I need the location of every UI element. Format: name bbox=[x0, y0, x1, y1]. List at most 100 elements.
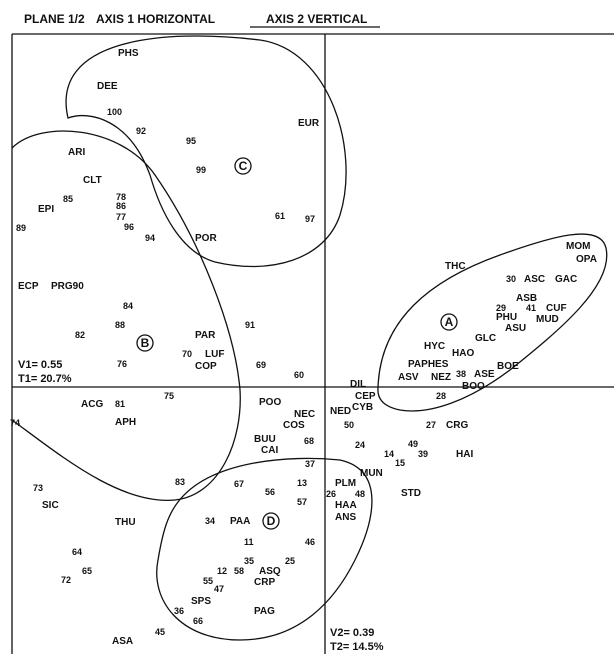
point-label: OPA bbox=[576, 254, 597, 265]
point-label: ASE bbox=[474, 369, 495, 380]
svg-text:A: A bbox=[445, 315, 454, 329]
point-label: ASQ bbox=[259, 566, 281, 577]
point-label: THC bbox=[445, 261, 466, 272]
point-label: CRP bbox=[254, 577, 275, 588]
point-label: DEE bbox=[97, 81, 118, 92]
point-label: 81 bbox=[115, 399, 125, 409]
point-label: ANS bbox=[335, 512, 356, 523]
point-label: 27 bbox=[426, 420, 436, 430]
point-label: PAG bbox=[254, 606, 275, 617]
point-label: 35 bbox=[244, 556, 254, 566]
point-label: 48 bbox=[355, 489, 365, 499]
plane-label: PLANE 1/2 bbox=[24, 12, 85, 26]
point-label: PAPHES bbox=[408, 359, 449, 370]
point-label: BOO bbox=[462, 381, 485, 392]
point-label: 49 bbox=[408, 439, 418, 449]
point-label: 77 bbox=[116, 212, 126, 222]
point-label: NEC bbox=[294, 409, 315, 420]
t1-stat: T1= 20.7% bbox=[18, 373, 72, 385]
svg-text:B: B bbox=[141, 336, 150, 350]
point-label: 75 bbox=[164, 391, 174, 401]
t2-stat: T2= 14.5% bbox=[330, 641, 384, 653]
point-label: 38 bbox=[456, 369, 466, 379]
point-label: 58 bbox=[234, 566, 244, 576]
point-label: 39 bbox=[418, 449, 428, 459]
point-label: BUU bbox=[254, 434, 276, 445]
point-label: 15 bbox=[395, 458, 405, 468]
point-label: 28 bbox=[436, 391, 446, 401]
point-label: PRG90 bbox=[51, 281, 84, 292]
group-d-outline bbox=[156, 457, 373, 641]
point-label: 56 bbox=[265, 487, 275, 497]
point-label: BOE bbox=[497, 361, 519, 372]
point-label: CEP bbox=[355, 391, 376, 402]
point-label: 100 bbox=[107, 107, 122, 117]
point-label: HAA bbox=[335, 500, 357, 511]
v1-stat: V1= 0.55 bbox=[18, 359, 62, 371]
point-label: NED bbox=[330, 406, 351, 417]
point-label: ASU bbox=[505, 323, 526, 334]
point-label: 11 bbox=[244, 537, 254, 547]
point-label: MOM bbox=[566, 241, 590, 252]
point-label: 66 bbox=[193, 616, 203, 626]
point-label: 29 bbox=[496, 303, 506, 313]
point-label: 82 bbox=[75, 330, 85, 340]
point-label: GLC bbox=[475, 333, 496, 344]
point-label: MUD bbox=[536, 314, 559, 325]
point-label: ACG bbox=[81, 399, 103, 410]
point-label: EUR bbox=[298, 118, 320, 129]
point-label: 26 bbox=[326, 489, 336, 499]
point-label: 69 bbox=[256, 360, 266, 370]
point-label: PHS bbox=[118, 48, 139, 59]
point-label: COP bbox=[195, 361, 217, 372]
point-label: MUN bbox=[360, 468, 383, 479]
point-label: 95 bbox=[186, 136, 196, 146]
point-label: HAI bbox=[456, 449, 473, 460]
point-label: 13 bbox=[297, 478, 307, 488]
point-label: 61 bbox=[275, 211, 285, 221]
point-label: CUF bbox=[546, 303, 567, 314]
group-marker-c: C bbox=[234, 157, 252, 175]
point-label: THU bbox=[115, 517, 136, 528]
point-label: HYC bbox=[424, 341, 445, 352]
point-label: 92 bbox=[136, 126, 146, 136]
axis1-label: AXIS 1 HORIZONTAL bbox=[96, 12, 215, 26]
svg-text:C: C bbox=[239, 159, 248, 173]
point-label: 14 bbox=[384, 449, 394, 459]
point-label: 84 bbox=[123, 301, 133, 311]
point-label: 25 bbox=[285, 556, 295, 566]
point-label: ASA bbox=[112, 636, 133, 647]
point-label: 55 bbox=[203, 576, 213, 586]
point-label: 78 bbox=[116, 192, 126, 202]
point-label: 68 bbox=[304, 436, 314, 446]
group-b-outline bbox=[11, 130, 241, 501]
group-marker-a: A bbox=[440, 313, 458, 331]
point-label: LUF bbox=[205, 349, 224, 360]
point-label: APH bbox=[115, 417, 136, 428]
point-label: SPS bbox=[191, 596, 211, 607]
point-label: 72 bbox=[61, 575, 71, 585]
point-label: 65 bbox=[82, 566, 92, 576]
point-label: PLM bbox=[335, 478, 356, 489]
point-label: 86 bbox=[116, 201, 126, 211]
point-label: 99 bbox=[196, 165, 206, 175]
point-label: DIL bbox=[350, 379, 366, 390]
point-label: PAA bbox=[230, 516, 250, 527]
point-label: SIC bbox=[42, 500, 59, 511]
point-label: 34 bbox=[205, 516, 215, 526]
group-marker-b: B bbox=[136, 334, 154, 352]
point-label: GAC bbox=[555, 274, 577, 285]
point-label: 45 bbox=[155, 627, 165, 637]
point-label: 50 bbox=[344, 420, 354, 430]
point-label: 70 bbox=[182, 349, 192, 359]
point-label: ECP bbox=[18, 281, 39, 292]
point-label: POO bbox=[259, 397, 281, 408]
point-label: 47 bbox=[214, 584, 224, 594]
group-c-outline bbox=[65, 35, 347, 268]
point-label: 88 bbox=[115, 320, 125, 330]
point-label: STD bbox=[401, 488, 421, 499]
point-label: PHU bbox=[496, 312, 517, 323]
point-label: CRG bbox=[446, 420, 468, 431]
point-label: ASV bbox=[398, 372, 419, 383]
point-label: 57 bbox=[297, 497, 307, 507]
